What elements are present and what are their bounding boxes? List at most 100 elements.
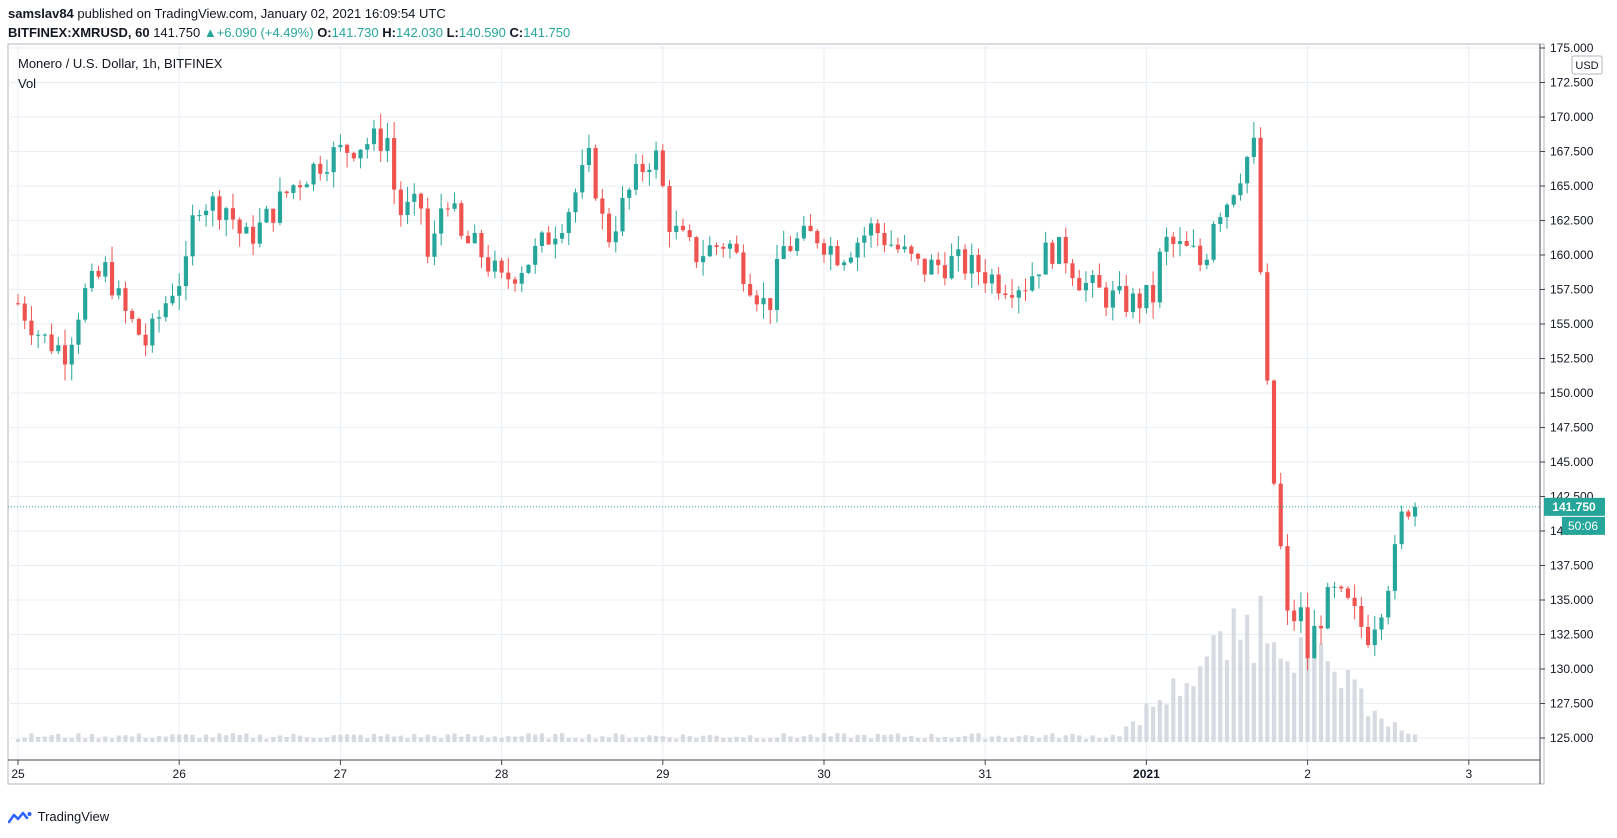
volume-bar <box>1224 659 1230 742</box>
volume-bar <box>976 733 981 742</box>
volume-bar <box>62 737 68 742</box>
candle-body <box>358 149 363 159</box>
candle-body <box>761 298 766 305</box>
candle-body <box>217 196 222 220</box>
candle-body <box>1003 293 1008 296</box>
volume-bar <box>1231 608 1236 742</box>
candle-body <box>143 334 148 346</box>
volume-bar <box>680 734 686 742</box>
volume-bar <box>1372 710 1377 742</box>
volume-bar <box>452 733 457 742</box>
volume-bar <box>754 738 759 742</box>
volume-bar <box>318 738 323 742</box>
volume-bar <box>1198 666 1203 742</box>
volume-bar <box>1392 722 1397 742</box>
price-tick-label: 162.500 <box>1550 214 1594 228</box>
candle-body <box>962 249 968 274</box>
candle-body <box>795 238 800 251</box>
volume-bar <box>506 736 511 742</box>
volume-bar <box>821 733 827 742</box>
candle-body <box>251 226 256 244</box>
volume-bar <box>1130 721 1136 742</box>
volume-bar <box>156 735 162 742</box>
candle-body <box>687 230 692 238</box>
currency-badge-label: USD <box>1575 60 1598 72</box>
volume-bar <box>1191 686 1196 742</box>
candle-body <box>781 245 786 259</box>
price-tick-label: 137.500 <box>1550 559 1594 573</box>
volume-bar <box>909 735 914 742</box>
candle-body <box>385 138 390 151</box>
candle-body <box>1245 156 1250 184</box>
volume-bar <box>264 738 269 742</box>
candle-body <box>1392 544 1397 591</box>
volume-bar <box>1379 718 1384 742</box>
volume-bar <box>721 737 726 742</box>
volume-bar <box>768 737 773 742</box>
volume-bar <box>667 737 672 742</box>
candle-body <box>1036 274 1042 277</box>
candle-body <box>1352 597 1357 607</box>
volume-bar <box>996 735 1001 742</box>
volume-bar <box>1070 734 1075 742</box>
volume-bar <box>640 737 645 742</box>
candle-body <box>660 150 665 187</box>
volume-bar <box>69 738 74 742</box>
volume-bar <box>190 734 195 742</box>
candle-body <box>398 189 403 216</box>
candle-body <box>1292 610 1297 622</box>
volume-bar <box>371 733 377 742</box>
volume-bar <box>701 735 706 742</box>
candle-body <box>774 258 780 310</box>
footer-brand[interactable]: TradingView <box>7 808 109 824</box>
symbol-label[interactable]: BITFINEX:XMRUSD, 60 <box>8 25 150 40</box>
candle-body <box>1251 137 1256 157</box>
price-tick-label: 132.500 <box>1550 628 1594 642</box>
candle-body <box>277 191 283 223</box>
last-price-badge-label: 141.750 <box>1552 500 1596 514</box>
volume-bar <box>445 734 450 742</box>
candle-body <box>1144 285 1149 309</box>
volume-bar <box>1325 661 1330 742</box>
up-arrow-icon: ▲ <box>203 25 217 40</box>
currency-badge[interactable] <box>1571 55 1603 75</box>
candle-body <box>741 252 746 284</box>
volume-bar <box>143 737 148 742</box>
volume-bar <box>365 738 370 742</box>
time-axis[interactable]: 25 26 27 28 29 30 31 2021 2 3 <box>11 760 1472 781</box>
volume-bar <box>915 737 921 742</box>
volume-bar <box>727 737 733 742</box>
publish-info: samslav84 published on TradingView.com, … <box>8 4 570 23</box>
candle-body <box>701 256 706 263</box>
candle-body <box>855 242 860 258</box>
volume-bar <box>210 737 215 742</box>
published-text: published on TradingView.com, January 02… <box>77 6 446 21</box>
volume-bar <box>1036 737 1042 742</box>
candle-body <box>298 185 303 188</box>
candle-body <box>727 243 733 249</box>
time-tick-label: 30 <box>817 767 831 781</box>
volume-bar <box>465 734 471 742</box>
volume-bar <box>1157 700 1162 742</box>
candle-body <box>345 144 350 153</box>
candle-body <box>22 303 27 321</box>
candle-body <box>237 219 242 234</box>
volume-bar <box>795 737 800 742</box>
candle-body <box>835 245 840 266</box>
candle-body <box>808 225 813 232</box>
volume-bar <box>1339 688 1344 742</box>
candle-body <box>331 147 336 173</box>
volume-bar <box>1278 658 1283 742</box>
low-label: L: <box>446 25 459 40</box>
candle-body <box>949 256 954 279</box>
price-axis[interactable]: 125.000 127.500 130.000 132.500 135.000 137.5… <box>1540 41 1594 745</box>
candle-body <box>915 253 921 259</box>
volume-bar <box>1083 738 1089 742</box>
volume-bar <box>1318 643 1324 742</box>
volume-bar <box>76 733 81 742</box>
candle-body <box>519 272 524 284</box>
candle-body <box>600 198 605 214</box>
publisher-name[interactable]: samslav84 <box>8 6 74 21</box>
high-label: H: <box>382 25 396 40</box>
